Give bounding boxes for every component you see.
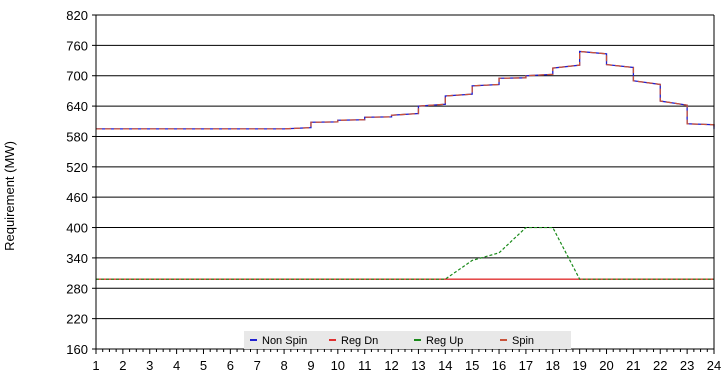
series-line-spin xyxy=(96,50,715,130)
series-line-reg-up xyxy=(96,226,714,280)
grid xyxy=(96,14,714,350)
x-tick-label: 6 xyxy=(227,358,234,373)
x-tick-label: 21 xyxy=(626,358,640,373)
legend-label: Spin xyxy=(512,335,534,347)
x-tick-label: 22 xyxy=(653,358,667,373)
x-tick-label: 23 xyxy=(680,358,694,373)
x-tick-label: 9 xyxy=(307,358,314,373)
x-tick-label: 20 xyxy=(599,358,613,373)
y-tick-label: 820 xyxy=(66,8,88,23)
legend-box xyxy=(244,331,571,349)
x-tick-label: 11 xyxy=(358,358,372,373)
y-tick-label: 160 xyxy=(66,342,88,357)
y-axis-title: Requirement (MW) xyxy=(2,141,17,251)
x-tick-label: 14 xyxy=(438,358,452,373)
x-tick-label: 12 xyxy=(384,358,398,373)
series-line-non-spin xyxy=(96,50,715,130)
x-tick-label: 13 xyxy=(411,358,425,373)
y-tick-label: 520 xyxy=(66,160,88,175)
legend-label: Reg Up xyxy=(426,335,463,347)
series-layer xyxy=(96,50,715,280)
x-tick-label: 17 xyxy=(519,358,533,373)
y-tick-label: 220 xyxy=(66,312,88,327)
x-tick-label: 1 xyxy=(92,358,99,373)
x-tick-label: 4 xyxy=(173,358,180,373)
x-tick-label: 8 xyxy=(280,358,287,373)
y-tick-label: 280 xyxy=(66,281,88,296)
x-tick-label: 3 xyxy=(146,358,153,373)
x-tick-label: 15 xyxy=(465,358,479,373)
legend-label: Non Spin xyxy=(262,335,307,347)
y-tick-label: 700 xyxy=(66,69,88,84)
x-tick-label: 18 xyxy=(546,358,560,373)
y-tick-label: 400 xyxy=(66,221,88,236)
x-tick-label: 19 xyxy=(572,358,586,373)
y-tick-label: 760 xyxy=(66,38,88,53)
y-tick-label: 640 xyxy=(66,99,88,114)
y-tick-label: 460 xyxy=(66,190,88,205)
legend: Non Spin Reg Dn Reg Up Spin xyxy=(244,331,571,349)
y-tick-label: 580 xyxy=(66,129,88,144)
y-tick-labels: 160 220 280 340 400 460 520 580 640 700 760 820 xyxy=(66,8,88,357)
legend-label: Reg Dn xyxy=(341,335,378,347)
x-tick-label: 24 xyxy=(707,358,721,373)
x-tick-label: 5 xyxy=(200,358,207,373)
x-tick-label: 7 xyxy=(254,358,261,373)
y-tick-label: 340 xyxy=(66,251,88,266)
x-tick-label: 10 xyxy=(331,358,345,373)
x-tick-label: 16 xyxy=(492,358,506,373)
x-tick-labels: 1 2 3 4 5 6 7 8 9 10 11 12 13 14 15 16 17 18 19 20 21 22 23 24 xyxy=(92,358,721,373)
x-tick-label: 2 xyxy=(119,358,126,373)
